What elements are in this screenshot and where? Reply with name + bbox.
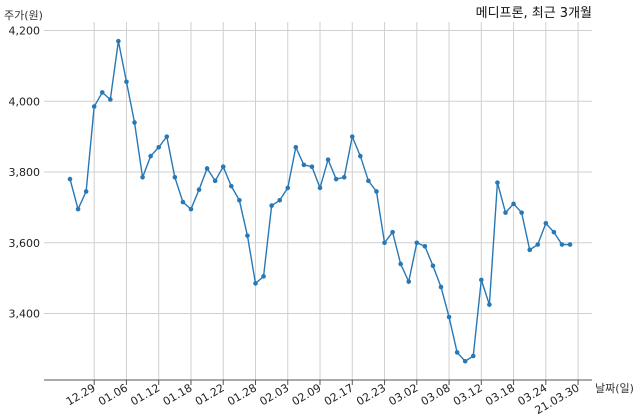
data-point [220, 164, 226, 169]
data-point [237, 198, 242, 203]
x-tick-label: 03.02 [387, 381, 421, 408]
data-point [204, 166, 210, 171]
data-point [188, 206, 194, 212]
data-point [277, 198, 282, 203]
y-axis-ticks: 3,400 3,600 3,800 4,000 4,200 [9, 25, 41, 321]
data-point [414, 240, 420, 246]
data-point [519, 210, 524, 215]
data-point [527, 247, 533, 253]
data-point [108, 97, 113, 102]
data-point [535, 242, 541, 247]
x-tick-label: 01.28 [225, 381, 259, 408]
data-point [301, 162, 307, 168]
chart-title: 메디프론, 최근 3개월 [476, 6, 592, 21]
y-axis-title: 주가(원) [4, 9, 43, 22]
data-point [479, 277, 484, 283]
data-point [487, 302, 492, 307]
x-tick-label: 02.17 [322, 381, 356, 408]
data-point [495, 180, 500, 185]
data-point [398, 261, 403, 267]
data-point [156, 144, 162, 150]
x-tick-label: 03.08 [419, 381, 453, 408]
data-point [503, 210, 508, 215]
data-point [462, 358, 468, 364]
data-point [366, 178, 371, 184]
y-tick-label: 4,000 [9, 95, 41, 108]
data-point [124, 79, 129, 85]
x-tick-label: 02.09 [290, 381, 324, 408]
data-point [543, 220, 549, 226]
data-point [116, 38, 121, 44]
data-point [390, 229, 395, 235]
data-point [382, 240, 387, 246]
x-tick-label: 03.12 [451, 381, 485, 408]
data-point [67, 176, 73, 182]
data-point [285, 185, 291, 191]
x-tick-label: 02.23 [354, 381, 388, 408]
data-point [196, 187, 202, 192]
data-point [358, 153, 363, 159]
x-tick-label: 01.06 [96, 381, 130, 408]
data-point [293, 144, 299, 150]
data-point [253, 281, 258, 286]
x-tick-label: 01.18 [161, 381, 195, 408]
x-axis-ticks: 12.2901.0601.1201.1801.2201.2802.0302.09… [64, 380, 582, 417]
series-group [67, 38, 573, 364]
data-point [317, 185, 323, 191]
data-point [245, 233, 250, 238]
y-tick-label: 4,200 [9, 25, 41, 38]
data-point [325, 157, 331, 162]
x-tick-label: 01.22 [193, 381, 227, 408]
data-point [430, 263, 436, 269]
data-point [75, 206, 81, 212]
data-point [172, 175, 178, 180]
data-point [212, 178, 218, 184]
data-point [341, 175, 347, 180]
data-point [438, 284, 444, 290]
x-axis-title: 날짜(일) [595, 381, 634, 395]
data-point [374, 189, 379, 194]
data-point [229, 183, 234, 189]
x-tick-label: 12.29 [64, 381, 98, 408]
data-point [261, 274, 266, 279]
data-point [511, 201, 516, 207]
x-tick-label: 02.03 [257, 381, 291, 408]
data-point [567, 242, 573, 247]
data-point [406, 279, 412, 284]
data-point [309, 164, 315, 169]
data-point [422, 243, 428, 249]
y-tick-label: 3,400 [9, 308, 41, 321]
data-point [446, 314, 452, 320]
data-point [91, 104, 97, 109]
y-tick-label: 3,800 [9, 166, 41, 179]
data-point [454, 350, 460, 355]
data-point [551, 229, 557, 235]
grid-lines [44, 22, 592, 380]
data-point [164, 134, 170, 139]
data-point [269, 203, 274, 208]
data-point [99, 90, 105, 95]
x-tick-label: 01.12 [128, 381, 162, 408]
data-point [559, 242, 565, 247]
data-point [148, 153, 153, 159]
data-point [83, 189, 89, 194]
data-point [333, 176, 339, 182]
y-tick-label: 3,600 [9, 237, 41, 250]
data-point [140, 175, 145, 180]
data-point [470, 353, 476, 359]
x-tick-label: 03.18 [483, 381, 517, 408]
data-point [349, 134, 355, 139]
data-point [132, 120, 137, 125]
data-point [180, 199, 186, 205]
